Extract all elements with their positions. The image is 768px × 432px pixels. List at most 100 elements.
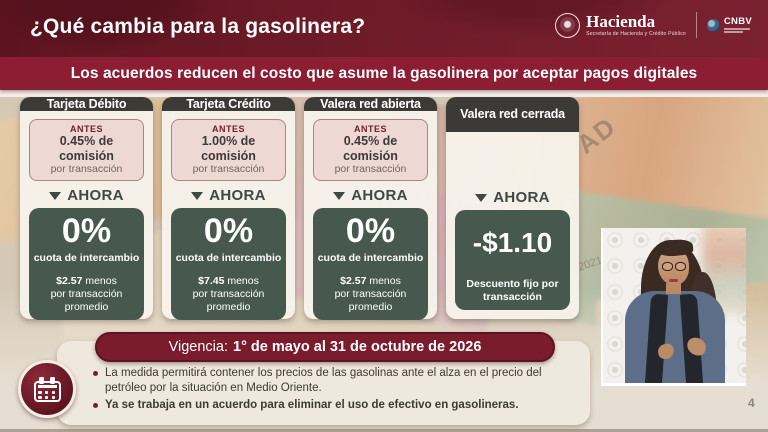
card-title: Tarjeta Débito — [46, 97, 127, 111]
antes-value: 1.00% de comisión — [201, 134, 256, 163]
hacienda-logo: Hacienda Secretaría de Hacienda y Crédit… — [555, 12, 686, 38]
interpreter-lips — [669, 278, 678, 282]
result-box: -$1.10 Descuento fijo por transacción — [455, 210, 570, 310]
cnbv-logo-subtitle-bar — [723, 31, 743, 34]
result-box: 0% cuota de intercambio $2.57 menos por … — [313, 208, 428, 321]
cnbv-logo-subtitle-bar — [723, 27, 750, 30]
hacienda-logo-name: Hacienda — [586, 12, 656, 31]
header-bar: ¿Qué cambia para la gasolinera? Hacienda… — [0, 0, 768, 57]
hacienda-logo-subtitle: Secretaría de Hacienda y Crédito Público — [586, 31, 686, 37]
antes-box: ANTES 0.45% de comisión por transacción — [29, 119, 144, 182]
card-header: Valera red cerrada — [446, 97, 579, 132]
bullet-icon — [93, 370, 98, 376]
result-box: 0% cuota de intercambio $7.45 menos por … — [171, 208, 286, 321]
ahora-label: AHORA — [351, 187, 408, 205]
subtitle-banner-text: Los acuerdos reducen el costo que asume … — [70, 64, 698, 82]
antes-unit: por transacción — [334, 163, 407, 176]
antes-box: ANTES 0.45% de comisión por transacción — [313, 119, 428, 182]
subtitle-banner: Los acuerdos reducen el costo que asume … — [0, 57, 768, 90]
antes-unit: por transacción — [192, 163, 265, 176]
interpreter-glasses — [660, 262, 688, 271]
result-caption: cuota de intercambio — [33, 251, 140, 264]
antes-label: ANTES — [353, 124, 387, 134]
card-title: Tarjeta Crédito — [186, 97, 271, 111]
result-value: -$1.10 — [472, 227, 553, 259]
cnbv-logo: CNBV — [706, 15, 752, 34]
antes-label: ANTES — [69, 124, 103, 134]
result-detail-line: por transacción — [50, 287, 123, 300]
header-decor-swirl — [0, 0, 260, 57]
page-number: 4 — [748, 396, 755, 410]
interpreter-neck — [666, 283, 681, 294]
down-triangle-icon — [475, 193, 488, 202]
result-value: 0% — [61, 212, 112, 251]
result-caption: cuota de intercambio — [317, 251, 424, 264]
ahora-row: AHORA — [20, 187, 153, 204]
ahora-label: AHORA — [67, 187, 124, 205]
down-triangle-icon — [49, 191, 62, 200]
result-detail: $7.45 menos por transacción promedio — [175, 275, 282, 314]
note-text: Ya se trabaja en un acuerdo para elimina… — [105, 399, 519, 412]
result-box: 0% cuota de intercambio $2.57 menos por … — [29, 208, 144, 321]
result-amount: $7.45 — [198, 274, 225, 287]
result-amount-suffix: menos — [224, 274, 259, 287]
card-tarjeta-debito: Tarjeta Débito ANTES 0.45% de comisión p… — [20, 97, 153, 321]
result-amount-suffix: menos — [366, 274, 401, 287]
down-triangle-icon — [191, 191, 204, 200]
result-detail-line: promedio — [206, 301, 251, 314]
antes-unit: por transacción — [50, 163, 123, 176]
antes-value: 0.45% de comisión — [59, 134, 114, 163]
ahora-row: AHORA — [162, 187, 295, 204]
vigencia-dates: 1° de mayo al 31 de octubre de 2026 — [233, 339, 482, 355]
floor-edge-line — [0, 429, 768, 432]
result-detail-line: por transacción — [192, 287, 265, 300]
cnbv-logo-name: CNBV — [723, 15, 752, 27]
antes-value: 0.45% de comisión — [343, 134, 398, 163]
result-amount: $2.57 — [340, 274, 367, 287]
card-title: Valera red abierta — [320, 97, 421, 111]
vigencia-banner: Vigencia: 1° de mayo al 31 de octubre de… — [95, 332, 555, 362]
vigencia-label: Vigencia: — [168, 339, 228, 355]
interpreter-torso — [625, 291, 725, 383]
card-header: Tarjeta Débito — [20, 97, 153, 111]
antes-label: ANTES — [211, 124, 245, 134]
calendar-badge — [18, 360, 76, 418]
ahora-label: AHORA — [209, 187, 266, 205]
notes-list: La medida permitirá contener los precios… — [57, 341, 590, 413]
white-divider-strip — [0, 90, 768, 97]
note-item: Ya se trabaja en un acuerdo para elimina… — [93, 398, 576, 413]
card-valera-red-cerrada: Valera red cerrada AHORA -$1.10 Descuent… — [446, 97, 579, 319]
card-valera-red-abierta: Valera red abierta ANTES 0.45% de comisi… — [304, 97, 437, 321]
bullet-icon — [93, 402, 98, 408]
antes-spacer — [446, 132, 579, 184]
result-detail-line: promedio — [348, 301, 393, 314]
result-caption: Descuento fijo por transacción — [466, 277, 559, 303]
hacienda-eagle-icon — [555, 12, 581, 38]
card-header: Valera red abierta — [304, 97, 437, 111]
calendar-icon — [33, 376, 61, 402]
result-detail: $2.57 menos por transacción promedio — [33, 275, 140, 314]
note-text: La medida permitirá contener los precios… — [105, 367, 542, 394]
card-header: Tarjeta Crédito — [162, 97, 295, 111]
result-value: 0% — [345, 212, 396, 251]
ahora-label: AHORA — [493, 189, 550, 207]
sign-language-interpreter-video — [601, 228, 746, 386]
logo-group: Hacienda Secretaría de Hacienda y Crédit… — [555, 12, 752, 38]
result-amount: $2.57 — [56, 274, 83, 287]
ahora-row: AHORA — [304, 187, 437, 204]
card-title: Valera red cerrada — [460, 107, 565, 122]
card-tarjeta-credito: Tarjeta Crédito ANTES 1.00% de comisión … — [162, 97, 295, 321]
logo-divider — [695, 12, 697, 38]
result-caption: cuota de intercambio — [175, 251, 282, 264]
result-amount-suffix: menos — [82, 274, 117, 287]
result-detail-line: por transacción — [334, 287, 407, 300]
ahora-row: AHORA — [446, 189, 579, 206]
down-triangle-icon — [333, 191, 346, 200]
page-title: ¿Qué cambia para la gasolinera? — [30, 15, 366, 38]
result-value: 0% — [203, 212, 254, 251]
note-item: La medida permitirá contener los precios… — [93, 366, 576, 395]
cnbv-globe-icon — [706, 18, 720, 32]
result-detail: $2.57 menos por transacción promedio — [317, 275, 424, 314]
result-detail-line: promedio — [64, 301, 109, 314]
